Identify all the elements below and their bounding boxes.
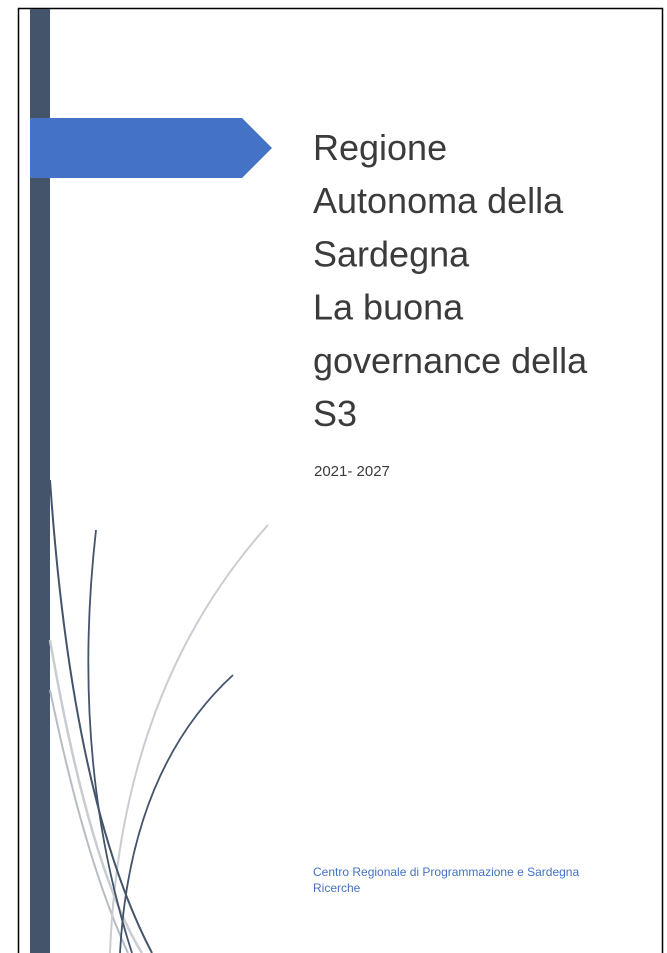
title-line: governance della [313, 340, 588, 381]
curve [119, 674, 234, 953]
title-line: Regione [313, 127, 447, 168]
side-bar [30, 9, 50, 953]
title-block: Regione Autonoma della Sardegna La buona gov… [313, 127, 588, 434]
footer-line: Ricerche [313, 881, 361, 895]
title-line: Autonoma della [313, 180, 564, 221]
arrow-banner [30, 118, 272, 178]
curve [49, 479, 153, 953]
subtitle: 2021- 2027 [314, 463, 390, 480]
curve [48, 639, 144, 953]
curve [49, 689, 129, 953]
curve [109, 524, 269, 953]
footer-line: Centro Regionale di Programmazione e Sar… [313, 865, 579, 879]
curve [87, 529, 133, 953]
title-line: S3 [313, 393, 357, 434]
page-border [17, 7, 664, 953]
footer-block: Centro Regionale di Programmazione e Sar… [313, 865, 579, 895]
title-line: La buona [313, 287, 464, 328]
decorative-curves [48, 479, 269, 953]
title-line: Sardegna [313, 233, 470, 274]
